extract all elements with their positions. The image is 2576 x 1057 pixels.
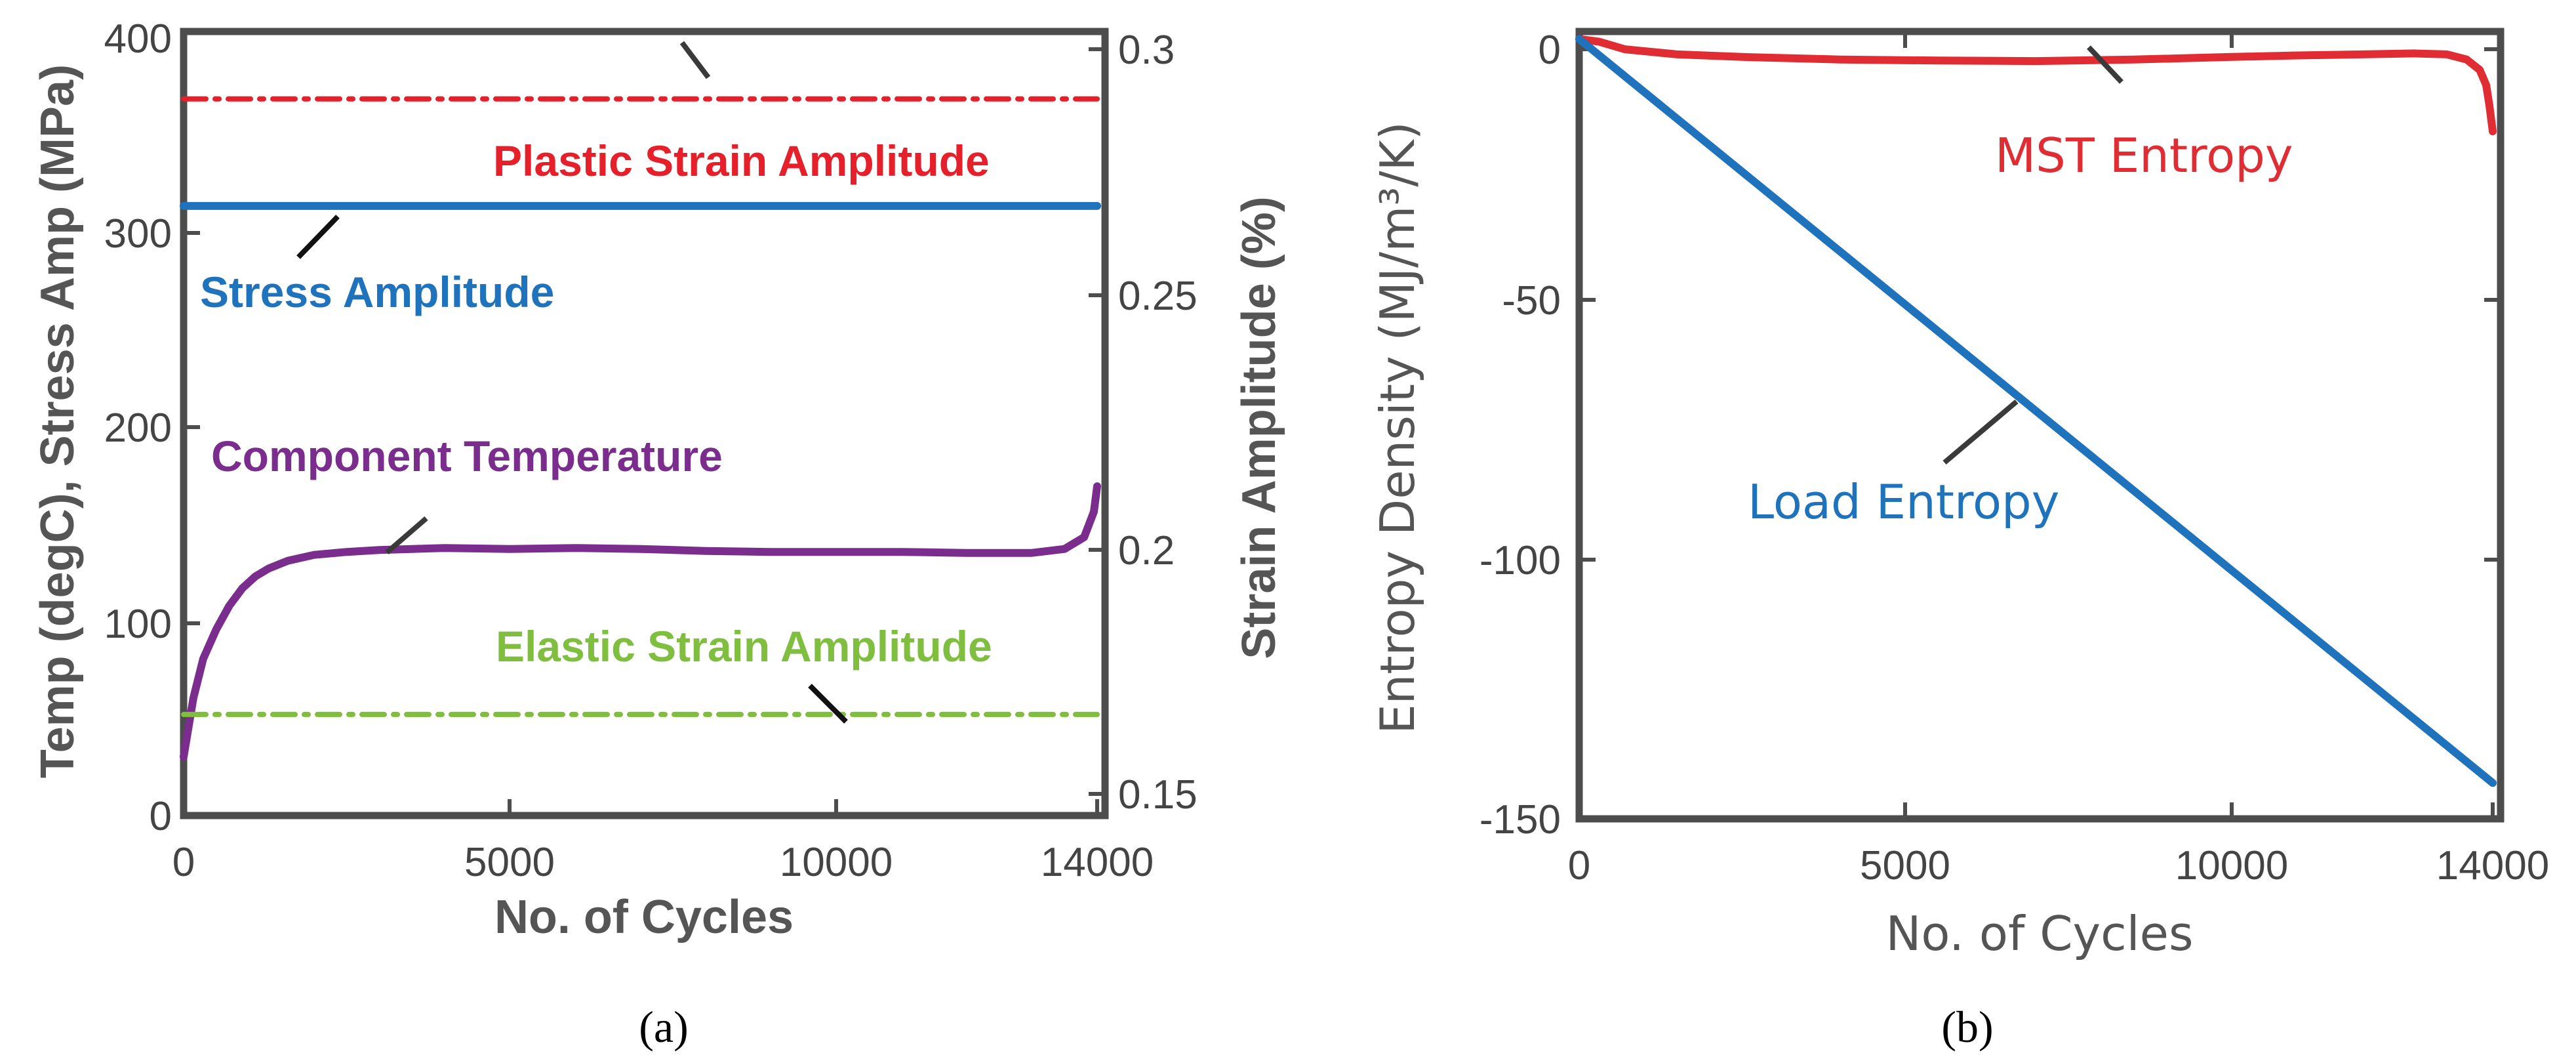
panel-a-left-y-ticks: 0 100 200 300 400 <box>104 16 200 839</box>
panel-a-ytick-label: 300 <box>104 211 172 257</box>
leader-plastic-strain <box>679 41 711 79</box>
series-load-entropy <box>1575 35 2497 787</box>
panel-b-y-axis-label: Entropy Density (MJ/m³/K) <box>1370 121 1425 734</box>
panel-b-ytick-label: -100 <box>1479 538 1561 583</box>
annotation-plastic-strain-amplitude: Plastic Strain Amplitude <box>493 136 990 185</box>
panel-b: -150 -100 -50 0 0 5000 10000 14000 MST E… <box>1370 28 2549 1052</box>
leader-elastic-strain <box>808 684 848 724</box>
annotation-elastic-strain-amplitude: Elastic Strain Amplitude <box>496 622 992 671</box>
series-component-temperature <box>180 482 1101 761</box>
panel-a-subcaption: (a) <box>639 1002 688 1052</box>
panel-b-xtick-label: 10000 <box>2175 843 2288 888</box>
panel-a-right-ytick-label: 0.25 <box>1118 274 1197 319</box>
series-mst-entropy <box>1575 35 2497 136</box>
panel-a-x-axis-label: No. of Cycles <box>494 891 794 943</box>
panel-b-axes-frame <box>1575 28 2505 823</box>
panel-a-xtick-label: 5000 <box>464 840 555 885</box>
panel-a-right-ytick-label: 0.15 <box>1118 772 1197 818</box>
panel-b-x-axis-label: No. of Cycles <box>1886 906 2194 961</box>
annotation-load-entropy: Load Entropy <box>1748 474 2059 529</box>
annotation-component-temperature: Component Temperature <box>211 432 723 480</box>
leader-stress-amplitude <box>296 215 340 259</box>
panel-b-series <box>1575 35 2497 787</box>
panel-b-x-ticks: 0 5000 10000 14000 <box>1568 31 2549 888</box>
leader-load-entropy <box>1942 399 2019 465</box>
panel-a-y-axis-label: Temp (degC), Stress Amp (MPa) <box>31 64 84 778</box>
panel-b-y-ticks: -150 -100 -50 0 <box>1479 28 2501 842</box>
panel-a-axes-frame <box>180 28 1109 819</box>
panel-a-ytick-label: 100 <box>104 602 172 647</box>
panel-a-ytick-label: 0 <box>150 794 172 839</box>
panel-a-ytick-label: 400 <box>104 16 172 62</box>
panel-a-xtick-label: 0 <box>172 840 195 885</box>
annotation-stress-amplitude: Stress Amplitude <box>200 268 554 316</box>
panel-a-right-ytick-label: 0.3 <box>1118 28 1175 73</box>
panel-a-series <box>180 96 1101 761</box>
panel-b-xtick-label: 5000 <box>1860 843 1950 888</box>
panel-a-right-ytick-label: 0.2 <box>1118 528 1175 573</box>
leader-mst-entropy <box>2087 45 2123 84</box>
panel-a-xtick-label: 10000 <box>780 840 893 885</box>
panel-b-ytick-label: -150 <box>1479 797 1561 842</box>
panel-a-xtick-label: 14000 <box>1041 840 1154 885</box>
annotation-mst-entropy: MST Entropy <box>1995 128 2293 183</box>
panel-b-subcaption: (b) <box>1941 1002 1993 1052</box>
panel-b-xtick-label: 14000 <box>2436 843 2549 888</box>
panel-a: 0 100 200 300 400 0.15 0.2 0.25 0.3 0 50… <box>31 16 1285 1052</box>
leader-component-temperature <box>385 516 428 555</box>
panel-b-ytick-label: 0 <box>1539 28 1561 73</box>
panel-a-ytick-label: 200 <box>104 405 172 451</box>
panel-a-x-ticks: 0 5000 10000 14000 <box>172 799 1154 885</box>
panel-b-xtick-label: 0 <box>1568 843 1590 888</box>
panel-a-right-y-axis-label: Strain Amplitude (%) <box>1233 196 1285 659</box>
panel-b-ytick-label: -50 <box>1502 278 1561 323</box>
panel-a-right-y-ticks: 0.15 0.2 0.25 0.3 <box>1089 28 1197 818</box>
